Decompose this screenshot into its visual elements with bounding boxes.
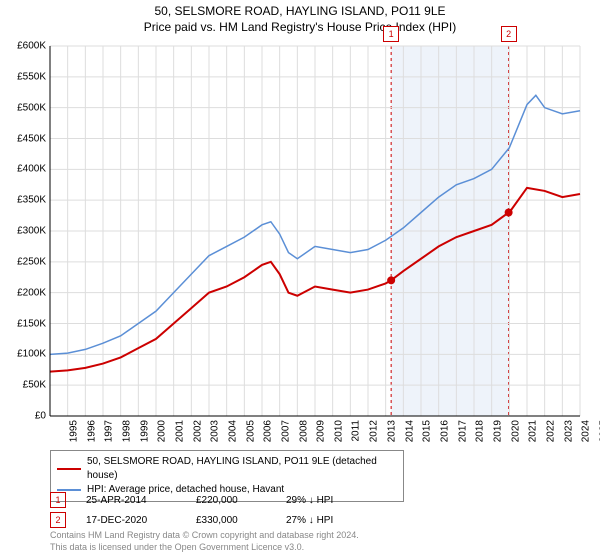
sale-row-1: 1 25-APR-2014 £220,000 29% ↓ HPI	[50, 492, 333, 508]
sale-date-1: 25-APR-2014	[86, 495, 176, 506]
x-tick-label: 2018	[475, 420, 486, 442]
footer-block: Contains HM Land Registry data © Crown c…	[50, 530, 359, 553]
y-tick-label: £500K	[6, 102, 46, 113]
y-tick-label: £150K	[6, 318, 46, 329]
legend-label-1: 50, SELSMORE ROAD, HAYLING ISLAND, PO11 …	[87, 455, 397, 483]
x-tick-label: 2014	[404, 420, 415, 442]
y-tick-label: £0	[6, 411, 46, 422]
legend-row-1: 50, SELSMORE ROAD, HAYLING ISLAND, PO11 …	[57, 455, 397, 483]
sale-date-2: 17-DEC-2020	[86, 515, 176, 526]
title-line1: 50, SELSMORE ROAD, HAYLING ISLAND, PO11 …	[0, 4, 600, 18]
x-tick-label: 2017	[457, 420, 468, 442]
x-tick-label: 2022	[545, 420, 556, 442]
sale-row-2: 2 17-DEC-2020 £330,000 27% ↓ HPI	[50, 512, 333, 528]
y-tick-label: £200K	[6, 287, 46, 298]
x-tick-label: 2003	[210, 420, 221, 442]
x-tick-label: 2024	[581, 420, 592, 442]
legend-swatch-2	[57, 489, 81, 491]
x-tick-label: 2004	[227, 420, 238, 442]
x-tick-label: 2019	[492, 420, 503, 442]
sale-delta-2: 27% ↓ HPI	[286, 515, 333, 526]
x-tick-label: 2005	[245, 420, 256, 442]
chart-area: £0£50K£100K£150K£200K£250K£300K£350K£400…	[50, 46, 580, 416]
y-tick-label: £50K	[6, 380, 46, 391]
x-tick-label: 2001	[174, 420, 185, 442]
x-tick-label: 2016	[439, 420, 450, 442]
x-tick-label: 2010	[333, 420, 344, 442]
x-tick-label: 2009	[316, 420, 327, 442]
footer-line2: This data is licensed under the Open Gov…	[50, 542, 359, 554]
chart-marker: 2	[501, 26, 517, 42]
chart-container: 50, SELSMORE ROAD, HAYLING ISLAND, PO11 …	[0, 0, 600, 560]
y-tick-label: £100K	[6, 349, 46, 360]
chart-svg	[50, 46, 580, 416]
x-tick-label: 2008	[298, 420, 309, 442]
sale-marker-2: 2	[50, 512, 66, 528]
x-tick-label: 1998	[121, 420, 132, 442]
x-tick-label: 2023	[563, 420, 574, 442]
y-tick-label: £400K	[6, 164, 46, 175]
x-tick-label: 2020	[510, 420, 521, 442]
x-tick-label: 1997	[104, 420, 115, 442]
sale-delta-1: 29% ↓ HPI	[286, 495, 333, 506]
x-tick-label: 2012	[369, 420, 380, 442]
sale-marker-1: 1	[50, 492, 66, 508]
chart-marker: 1	[383, 26, 399, 42]
y-tick-label: £550K	[6, 71, 46, 82]
legend-swatch-1	[57, 468, 81, 470]
y-tick-label: £450K	[6, 133, 46, 144]
y-tick-label: £300K	[6, 226, 46, 237]
x-tick-label: 2011	[350, 420, 361, 442]
x-tick-label: 2002	[192, 420, 203, 442]
x-tick-label: 1995	[68, 420, 79, 442]
x-tick-label: 2013	[386, 420, 397, 442]
x-tick-label: 2006	[263, 420, 274, 442]
y-tick-label: £350K	[6, 195, 46, 206]
sales-block: 1 25-APR-2014 £220,000 29% ↓ HPI 2 17-DE…	[50, 492, 333, 532]
x-tick-label: 2015	[422, 420, 433, 442]
x-tick-label: 2000	[157, 420, 168, 442]
y-tick-label: £600K	[6, 41, 46, 52]
x-tick-label: 1996	[86, 420, 97, 442]
sale-price-1: £220,000	[196, 495, 266, 506]
sale-price-2: £330,000	[196, 515, 266, 526]
x-tick-label: 2021	[528, 420, 539, 442]
x-tick-label: 1999	[139, 420, 150, 442]
footer-line1: Contains HM Land Registry data © Crown c…	[50, 530, 359, 542]
x-tick-label: 2007	[280, 420, 291, 442]
y-tick-label: £250K	[6, 256, 46, 267]
